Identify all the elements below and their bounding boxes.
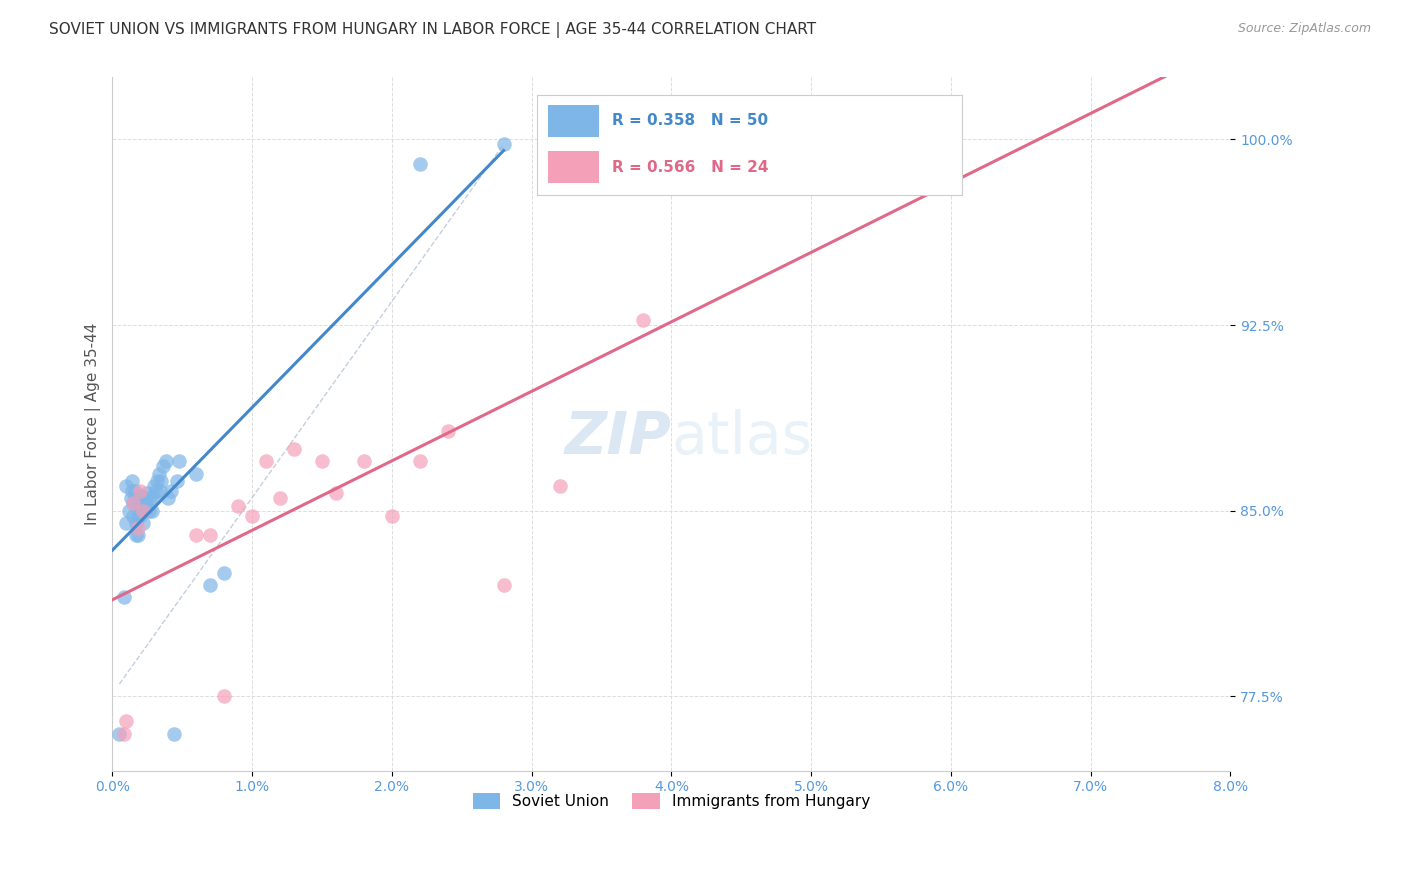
Point — [283, 442, 305, 456]
Point — [122, 508, 145, 523]
Point — [121, 474, 143, 488]
Legend: Soviet Union, Immigrants from Hungary: Soviet Union, Immigrants from Hungary — [467, 787, 876, 815]
Point — [548, 479, 571, 493]
Point — [121, 483, 143, 498]
Point — [108, 726, 131, 740]
Point — [200, 528, 222, 542]
Point — [409, 454, 432, 468]
Point — [186, 528, 208, 542]
Point — [115, 479, 138, 493]
Text: atlas: atlas — [671, 409, 813, 467]
Point — [150, 474, 173, 488]
Point — [122, 496, 145, 510]
Point — [157, 491, 180, 506]
Text: SOVIET UNION VS IMMIGRANTS FROM HUNGARY IN LABOR FORCE | AGE 35-44 CORRELATION C: SOVIET UNION VS IMMIGRANTS FROM HUNGARY … — [49, 22, 817, 38]
Point — [166, 474, 188, 488]
Point — [325, 486, 347, 500]
Point — [163, 726, 186, 740]
Point — [128, 489, 150, 503]
Point — [353, 454, 375, 468]
Y-axis label: In Labor Force | Age 35-44: In Labor Force | Age 35-44 — [86, 323, 101, 525]
Point — [138, 504, 160, 518]
Point — [115, 714, 138, 728]
Point — [492, 137, 515, 152]
Point — [155, 454, 177, 468]
Point — [160, 483, 183, 498]
Point — [149, 483, 172, 498]
Point — [132, 504, 155, 518]
Point — [145, 483, 167, 498]
Point — [125, 528, 148, 542]
Point — [129, 501, 152, 516]
Point — [381, 508, 404, 523]
Point — [131, 489, 153, 503]
Point — [127, 508, 149, 523]
Point — [136, 486, 159, 500]
Point — [134, 504, 156, 518]
Point — [120, 491, 142, 506]
Point — [118, 504, 141, 518]
Text: Source: ZipAtlas.com: Source: ZipAtlas.com — [1237, 22, 1371, 36]
Point — [169, 454, 191, 468]
Point — [143, 479, 166, 493]
Point — [311, 454, 333, 468]
Point — [200, 578, 222, 592]
Point — [127, 521, 149, 535]
Point — [115, 516, 138, 530]
Point — [152, 459, 174, 474]
Point — [129, 508, 152, 523]
Point — [127, 528, 149, 542]
Point — [124, 483, 146, 498]
Point — [659, 137, 682, 152]
Point — [122, 496, 145, 510]
Point — [132, 504, 155, 518]
Point — [148, 467, 170, 481]
Point — [112, 726, 135, 740]
Point — [132, 516, 155, 530]
Point — [240, 508, 263, 523]
Point — [492, 578, 515, 592]
Point — [128, 499, 150, 513]
Point — [409, 157, 432, 171]
Point — [633, 313, 655, 327]
Point — [226, 499, 249, 513]
Point — [146, 474, 169, 488]
Point — [139, 491, 162, 506]
Point — [141, 504, 163, 518]
Point — [112, 591, 135, 605]
Point — [129, 483, 152, 498]
Point — [212, 690, 235, 704]
Point — [212, 566, 235, 580]
Point — [254, 454, 277, 468]
Point — [436, 425, 458, 439]
Point — [269, 491, 291, 506]
Point — [124, 491, 146, 506]
Point — [135, 491, 157, 506]
Point — [131, 496, 153, 510]
Point — [142, 491, 165, 506]
Point — [186, 467, 208, 481]
Point — [125, 516, 148, 530]
Text: ZIP: ZIP — [564, 409, 671, 467]
Point — [135, 499, 157, 513]
